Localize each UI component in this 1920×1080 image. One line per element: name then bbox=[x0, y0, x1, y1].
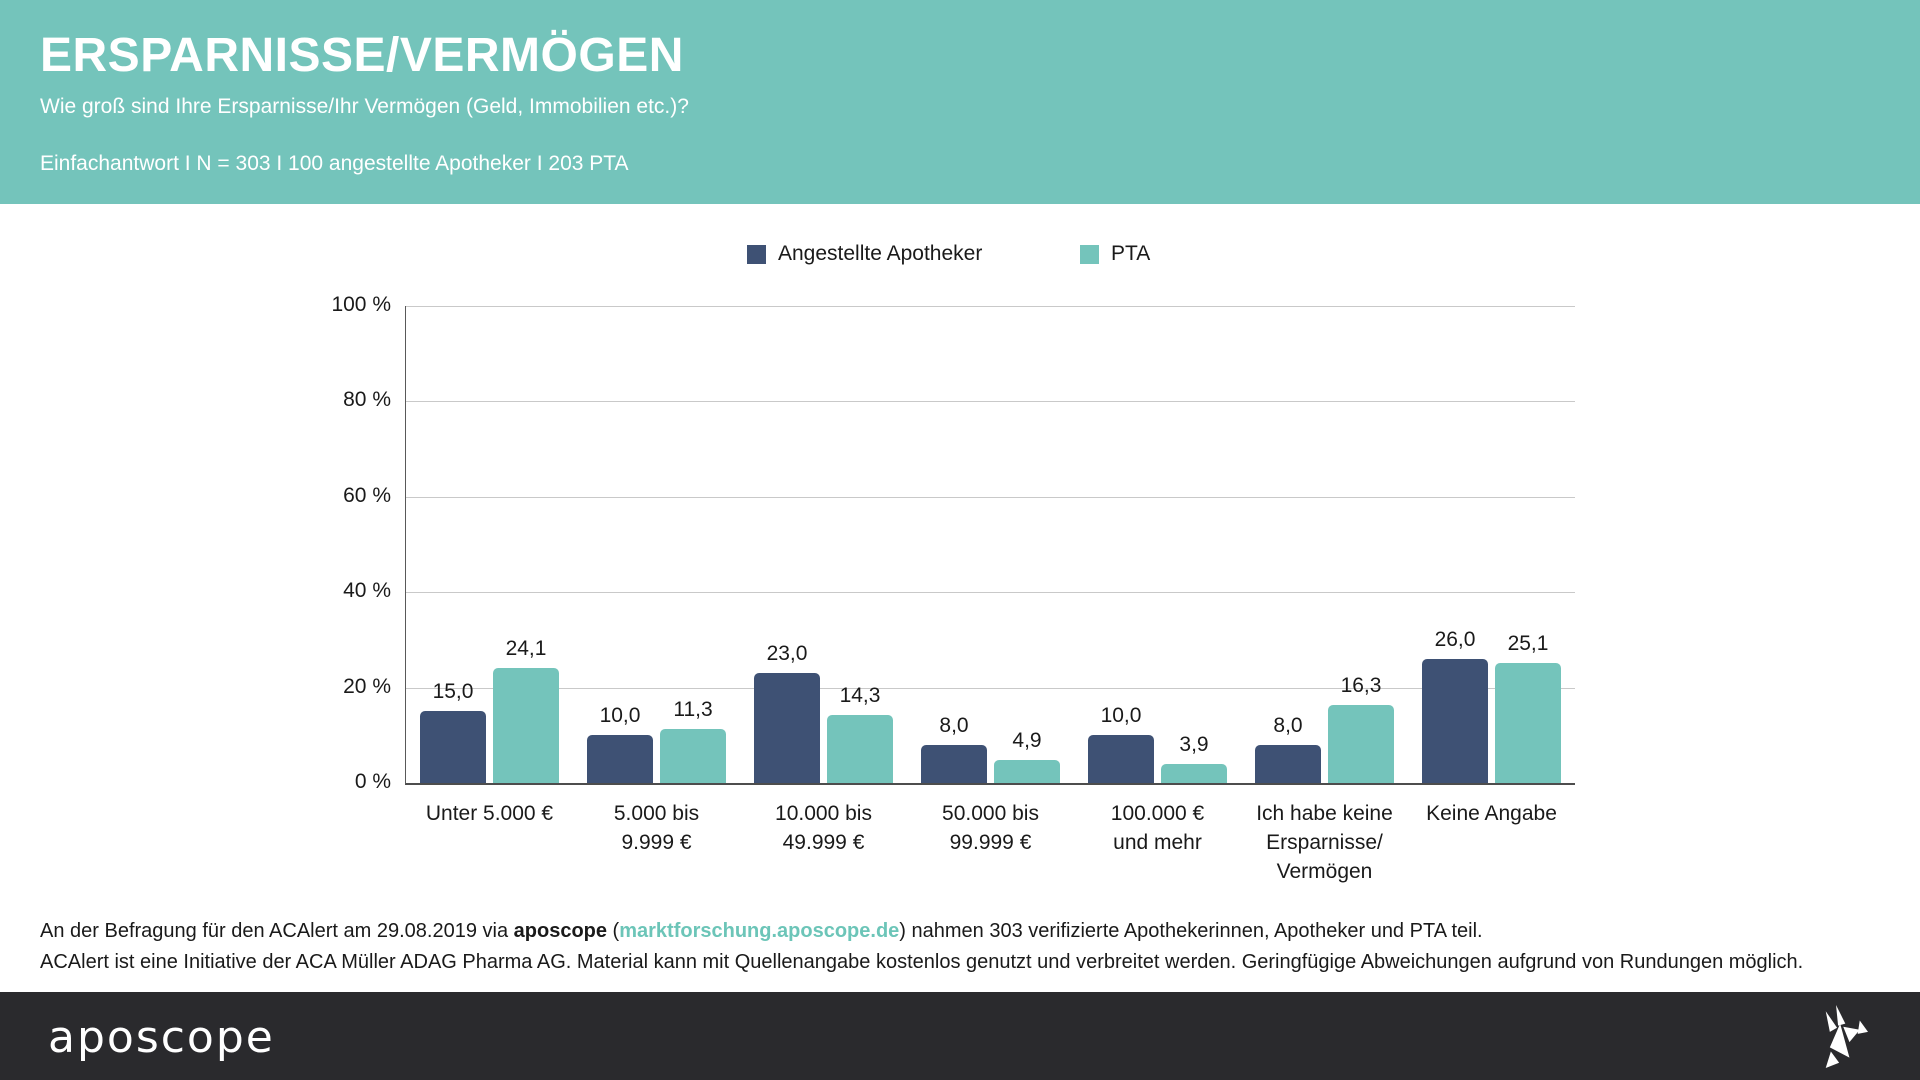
legend-swatch-apotheker-icon bbox=[747, 244, 766, 264]
bar-pta bbox=[1328, 705, 1394, 783]
y-tick-label: 60 % bbox=[343, 483, 391, 507]
category-label: Keine Angabe bbox=[1426, 802, 1557, 825]
source-text: An der Befragung für den ACAlert am 29.0… bbox=[40, 920, 514, 942]
y-tick-label: 20 % bbox=[343, 674, 391, 698]
legend-item-pta: PTA bbox=[1080, 242, 1150, 266]
bar-value-label: 8,0 bbox=[939, 713, 969, 737]
gridline bbox=[406, 687, 1575, 689]
y-tick-label: 40 % bbox=[343, 579, 391, 603]
y-tick-label: 100 % bbox=[331, 293, 391, 316]
gridline bbox=[406, 401, 1575, 403]
survey-question: Wie groß sind Ihre Ersparnisse/Ihr Vermö… bbox=[40, 95, 689, 118]
page-title: ERSPARNISSE/VERMÖGEN bbox=[40, 29, 684, 82]
category-label: Unter 5.000 € bbox=[425, 802, 554, 825]
source-text: ( bbox=[607, 920, 620, 942]
legend-label-pta: PTA bbox=[1111, 242, 1151, 265]
bar-apotheker bbox=[754, 673, 820, 783]
source-line-2: ACAlert ist eine Initiative der ACA Müll… bbox=[40, 951, 1804, 973]
category-label: Ich habe keine Ersparnisse/ Vermögen bbox=[1256, 802, 1393, 883]
bar-value-label: 4,9 bbox=[1012, 728, 1042, 752]
category-label: 10.000 bis 49.999 € bbox=[775, 802, 872, 854]
legend-swatch-pta-icon bbox=[1080, 244, 1099, 264]
bar-value-label: 11,3 bbox=[673, 698, 713, 722]
header-band: ERSPARNISSE/VERMÖGEN Wie groß sind Ihre … bbox=[0, 0, 1920, 204]
bar-pta bbox=[493, 668, 559, 783]
bar-pta bbox=[660, 729, 726, 783]
bar-value-label: 15,0 bbox=[432, 680, 474, 704]
source-brand: aposcope bbox=[513, 920, 607, 942]
bar-apotheker bbox=[1255, 744, 1321, 783]
source-link[interactable]: marktforschung.aposcope.de bbox=[619, 920, 900, 942]
bar-value-label: 14,3 bbox=[839, 683, 881, 707]
survey-meta: Einfachantwort I N = 303 I 100 angestell… bbox=[40, 152, 629, 175]
bar-value-label: 26,0 bbox=[1434, 627, 1476, 651]
source-text: ) bbox=[899, 920, 912, 942]
category-label: 5.000 bis 9.999 € bbox=[613, 802, 700, 854]
gridline bbox=[406, 306, 1575, 307]
bar-pta bbox=[1495, 663, 1561, 783]
bar-apotheker bbox=[587, 735, 653, 783]
source-text: nahmen 303 verifizierte Apothekerinnen, … bbox=[911, 920, 1483, 942]
bar-pta bbox=[827, 714, 893, 783]
bar-value-label: 24,1 bbox=[505, 637, 547, 661]
bar-apotheker bbox=[1422, 658, 1488, 783]
category-label: 50.000 bis 99.999 € bbox=[942, 802, 1039, 854]
gridline bbox=[406, 592, 1575, 594]
source-note: An der Befragung für den ACAlert am 29.0… bbox=[40, 916, 1803, 978]
y-tick-label: 0 % bbox=[354, 770, 391, 793]
bar-apotheker bbox=[420, 711, 486, 783]
bar-pta bbox=[1161, 764, 1227, 783]
bar-value-label: 3,9 bbox=[1179, 733, 1209, 757]
gridline bbox=[406, 496, 1575, 498]
brand-wordmark: aposcope bbox=[48, 1012, 275, 1063]
category-label: 100.000 € und mehr bbox=[1110, 802, 1205, 854]
source-line-1: An der Befragung für den ACAlert am 29.0… bbox=[40, 916, 1803, 947]
bar-value-label: 10,0 bbox=[599, 704, 641, 728]
bar-value-label: 25,1 bbox=[1507, 632, 1549, 656]
footer-bar: aposcope bbox=[0, 992, 1920, 1080]
legend-item-apotheker: Angestellte Apotheker bbox=[747, 242, 982, 266]
bar-value-label: 8,0 bbox=[1273, 713, 1303, 737]
bar-value-label: 23,0 bbox=[766, 642, 808, 666]
origami-bird-icon bbox=[1825, 1005, 1868, 1068]
bar-value-label: 10,0 bbox=[1100, 704, 1142, 728]
y-tick-label: 80 % bbox=[343, 388, 391, 412]
legend-label-apotheker: Angestellte Apotheker bbox=[778, 242, 983, 265]
bar-apotheker bbox=[1088, 735, 1154, 783]
bar-pta bbox=[994, 759, 1060, 783]
bar-apotheker bbox=[921, 744, 987, 783]
bar-value-label: 16,3 bbox=[1340, 674, 1382, 698]
plot-area: 15,0 10,0 23,0 8,0 10,0 8,0 26,0 24,1 11,3 14,3 4,… bbox=[405, 306, 1575, 883]
